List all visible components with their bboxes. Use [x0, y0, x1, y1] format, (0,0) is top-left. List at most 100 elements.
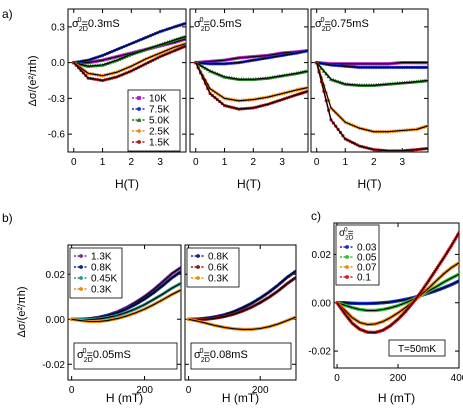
panel-a2-series-1_5K-fit	[195, 62, 308, 110]
panel-b1-series-0_45K-fit	[71, 282, 181, 321]
panel-b1-xtick-label: 0	[69, 385, 75, 396]
panel-a1-ytick-label: -0.6	[48, 130, 66, 141]
panel-a2-series-7_5K-fit	[195, 50, 308, 65]
panel-a1-ytick-label: 0.0	[51, 58, 65, 69]
panel-a1-frame	[67, 8, 187, 153]
panel-a3-xtick-label: 2	[371, 157, 377, 168]
panel-c-xtick-label: 400	[451, 373, 463, 384]
panel-b1-xlabel: H (mT)	[106, 391, 143, 405]
panel-b2-series-0_6K-fit	[188, 276, 296, 321]
panel-b-ylabel: Δσ/(e²/πh)	[16, 286, 28, 337]
panel-c-legend-label-0_07: 0.07	[357, 263, 377, 274]
panel-a3-xlabel: H(T)	[358, 177, 382, 191]
panel-c-series-0_1-fit	[336, 232, 459, 334]
panel-a-ylabel: Δσ/(e²/πh)	[27, 55, 39, 106]
panel-c-ytick-label: -0.02	[308, 347, 331, 358]
panel-c-series-0_05-fit	[336, 273, 459, 312]
panel-a1-legend-label-10K: 10K	[149, 94, 167, 105]
panel-a3-series-2_5K-line	[315, 62, 428, 133]
panel-c-xtick-label: 0	[334, 373, 340, 384]
panel-b1-frame	[67, 244, 182, 381]
panel-a1-ytick-label: -0.3	[48, 94, 66, 105]
panel-b2-legend-label-0_8K: 0.8K	[208, 252, 229, 263]
panel-c-xlabel: H (mT)	[378, 391, 415, 405]
panel-b1-ytick-label: 0.02	[46, 270, 66, 281]
panel-c-series-0_03-fit	[337, 280, 459, 305]
panel-a3-xtick-label: 3	[400, 157, 406, 168]
panel-b-label: b)	[2, 211, 13, 225]
panel-a1-legend-label-7_5K: 7.5K	[149, 105, 170, 116]
panel-b1-legend-label-0_45K: 0.45K	[91, 274, 117, 285]
panel-c-legend-marker	[345, 255, 349, 259]
panel-b2-legend-marker	[196, 276, 200, 280]
panel-a3-series-5_0K-fit	[316, 62, 428, 86]
panel-a-label: a)	[2, 7, 13, 21]
panel-b1-plot-area	[70, 265, 181, 324]
panel-c-legend-marker	[345, 265, 349, 269]
panel-b1-ytick-label: -0.02	[42, 360, 65, 371]
panel-c-frame	[333, 222, 460, 369]
panel-a3-series-2_5K-fit	[316, 62, 428, 133]
panel-a1-plot-area	[71, 21, 186, 83]
panel-a3-xtick-label: 1	[342, 157, 348, 168]
panel-c-series-0_07-fit	[336, 262, 459, 326]
panel-a2-xtick-label: 2	[251, 157, 257, 168]
panel-a1-legend-label-5_0K: 5.0K	[149, 116, 170, 127]
panel-a1-legend-label-1_5K: 1.5K	[149, 138, 170, 149]
panel-c-annotation-box	[388, 339, 446, 357]
panel-a2-frame	[189, 8, 309, 153]
panel-a3-plot-area	[314, 60, 428, 152]
panel-b2-legend-label-0_6K: 0.6K	[208, 263, 229, 274]
panel-c-ytick-label: 0.00	[312, 298, 332, 309]
panel-c-legend-marker	[345, 275, 349, 279]
panel-a3-series-7_5K-fit	[316, 62, 428, 68]
panel-a1-xtick-label: 2	[129, 157, 135, 168]
panel-b2-plot-area	[186, 269, 296, 331]
panel-a1-series-1_5K-fit	[73, 45, 186, 82]
panel-c-legend-label-0_1: 0.1	[357, 273, 371, 284]
panel-b1-ytick-label: 0.00	[46, 315, 66, 326]
panel-a1-series-7_5K-fit	[73, 22, 186, 64]
panel-a1-legend-marker	[136, 117, 142, 122]
panel-c-xtick-label: 200	[390, 373, 407, 384]
panel-b1-annotation: σ2D0=0.05mS	[77, 347, 131, 364]
panel-c-label: c)	[311, 209, 321, 223]
panel-c-annotation: T=50mK	[398, 344, 436, 355]
panel-a1-legend-marker	[137, 107, 141, 111]
panel-a1-legend-marker	[137, 140, 141, 144]
panel-a2-series-1_5K-line	[195, 62, 308, 110]
panel-a3-xtick-label: 0	[314, 157, 320, 168]
panel-b1-legend-marker	[79, 265, 83, 269]
panel-b1-legend-marker	[79, 276, 83, 280]
panel-b2-frame	[184, 244, 297, 381]
panel-b2-legend-marker	[196, 265, 200, 269]
panel-a1-annotation: σ2D0=0.3mS	[72, 16, 120, 33]
panel-a1-legend-marker	[137, 96, 141, 100]
panel-b1-legend-label-1_3K: 1.3K	[91, 252, 112, 263]
panel-b2-series-0_3K-fit	[188, 316, 296, 330]
panel-c-legend-title: σ2D0=	[339, 227, 354, 242]
panel-a2-xtick-label: 3	[279, 157, 285, 168]
panel-a1-legend-label-2_5K: 2.5K	[149, 127, 170, 138]
panel-b2-xtick-label: 0	[186, 385, 192, 396]
panel-a1-xtick-label: 0	[71, 157, 77, 168]
panel-b2-xlabel: H (mT)	[222, 391, 259, 405]
panel-a3-series-1_5K-line	[315, 62, 428, 152]
panel-b1-legend-label-0_8K: 0.8K	[91, 263, 112, 274]
panel-a2-xtick-label: 0	[193, 157, 199, 168]
panel-a1-series-2_5K-fit	[73, 43, 186, 77]
panel-a2-series-2_5K-fit	[195, 62, 308, 102]
panel-a1-legend-marker	[136, 128, 142, 134]
panel-b1-series-0_3K-fit	[71, 289, 181, 323]
panel-a1-xtick-label: 1	[100, 157, 106, 168]
panel-b1-legend-marker	[79, 287, 83, 291]
panel-b2-annotation: σ2D0=0.08mS	[194, 347, 248, 364]
panel-a2-xlabel: H(T)	[237, 177, 261, 191]
panel-c-legend-label-0_05: 0.05	[357, 253, 377, 264]
panel-b2-legend-marker	[196, 254, 200, 258]
panel-c-legend	[335, 224, 380, 286]
panel-a2-series-5_0K-fit	[195, 62, 308, 80]
panel-c-plot-area	[335, 230, 459, 335]
panel-b1-legend-label-0_3K: 0.3K	[91, 285, 112, 296]
